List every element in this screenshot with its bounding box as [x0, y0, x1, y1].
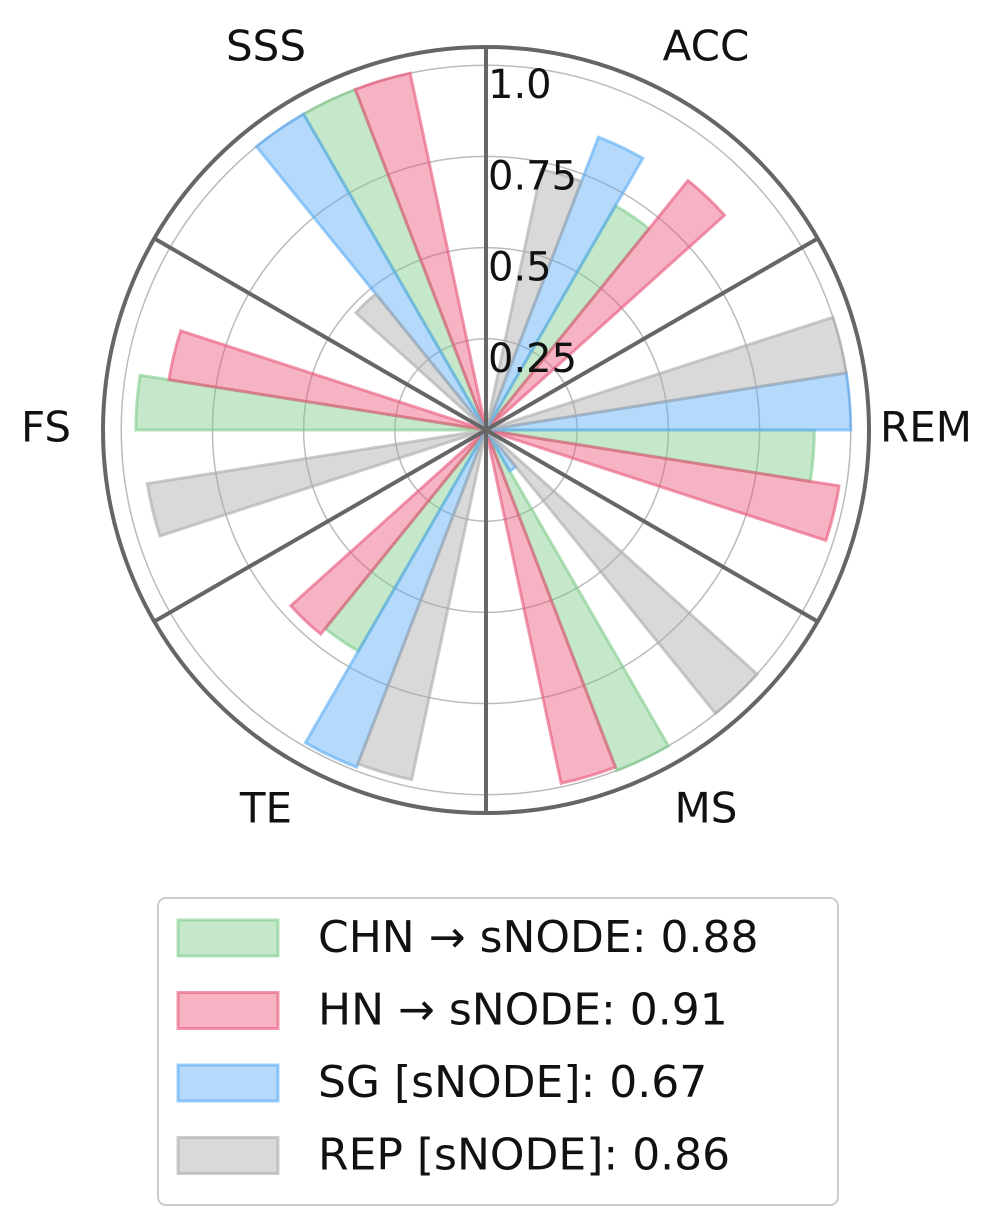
category-label: REM [880, 403, 972, 452]
bar [303, 429, 488, 770]
bar [145, 428, 487, 538]
r-tick-label: 0.5 [488, 245, 552, 291]
sector-line [485, 236, 819, 432]
bar [484, 135, 645, 431]
category-label: ACC [663, 21, 750, 70]
sector-line [153, 236, 488, 432]
legend-label: HN → sNODE: 0.91 [318, 985, 728, 1036]
bar [485, 315, 848, 432]
legend-box [157, 897, 839, 1206]
sector-line [153, 428, 488, 624]
category-label: FS [21, 403, 71, 452]
legend-label: CHN → sNODE: 0.88 [318, 912, 759, 963]
legend-swatch [176, 1136, 280, 1175]
legend-label: SG [sNODE]: 0.67 [318, 1057, 707, 1108]
polar-frame [101, 45, 871, 815]
bar [484, 167, 584, 431]
bars [120, 64, 853, 796]
r-tick-label: 0.75 [488, 153, 577, 199]
legend-label: REP [sNODE]: 0.86 [318, 1130, 730, 1181]
bar [484, 429, 671, 773]
legend-swatch [176, 991, 280, 1030]
category-label: TE [239, 784, 292, 833]
sector-line [485, 428, 819, 624]
bar [485, 428, 841, 543]
bar [484, 428, 760, 716]
bar [254, 112, 488, 431]
bar [484, 429, 618, 786]
bar [167, 328, 487, 432]
category-label: SSS [226, 21, 306, 70]
category-label: MS [675, 784, 738, 833]
legend-swatch [176, 918, 280, 958]
r-tick-label: 0.25 [488, 336, 577, 382]
bar [355, 429, 488, 782]
bar [484, 178, 727, 432]
legend-swatch [176, 1063, 280, 1103]
bar [353, 291, 488, 432]
bar [288, 428, 488, 637]
bar [353, 71, 488, 431]
r-tick-label: 1.0 [488, 62, 552, 108]
